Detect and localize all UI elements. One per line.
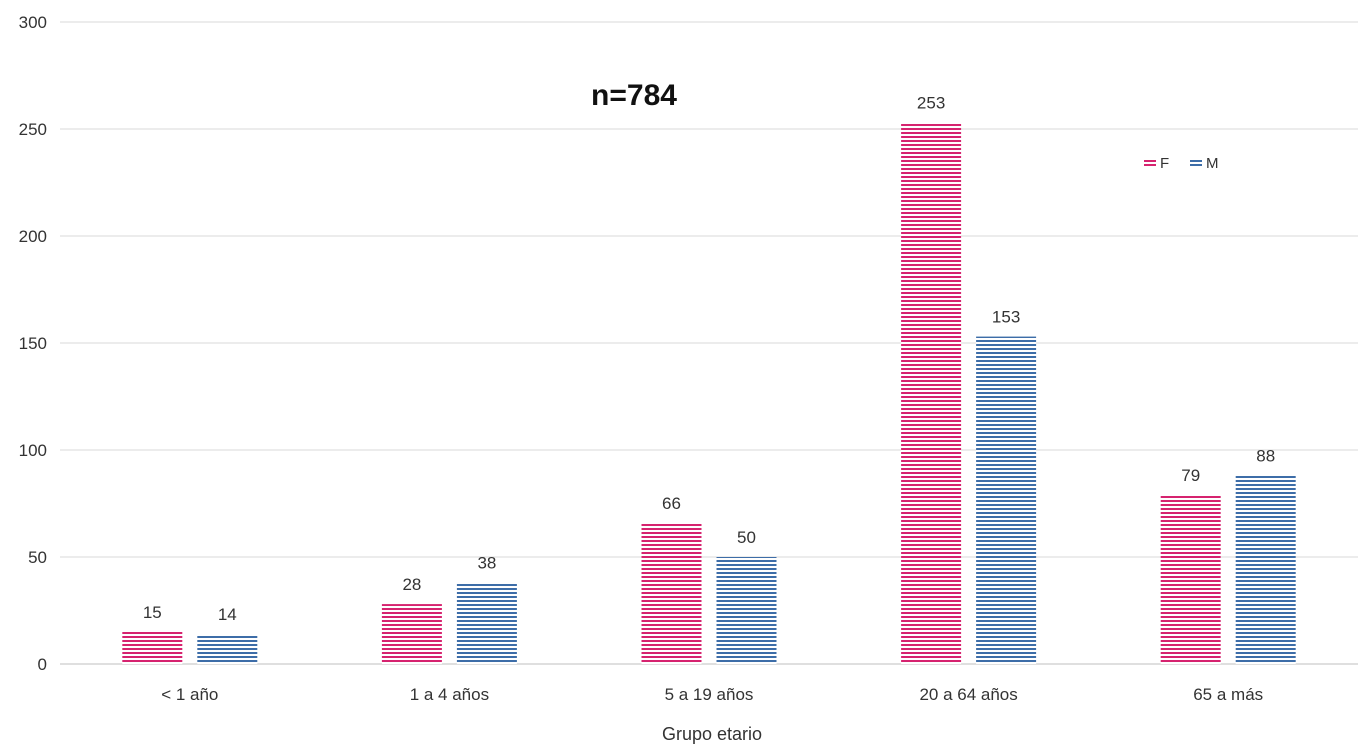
y-tick-label: 300 bbox=[19, 13, 47, 32]
bar-f bbox=[901, 122, 962, 664]
y-tick-label: 100 bbox=[19, 441, 47, 460]
legend-swatch-f bbox=[1144, 158, 1156, 168]
y-axis-ticks: 0 50 100 150 200 250 300 bbox=[19, 13, 47, 674]
chart-title: n=784 bbox=[591, 79, 677, 112]
x-tick-label: 5 a 19 años bbox=[665, 685, 754, 704]
x-tick-label: 65 a más bbox=[1193, 685, 1263, 704]
y-tick-label: 250 bbox=[19, 120, 47, 139]
y-tick-label: 200 bbox=[19, 227, 47, 246]
data-label: 28 bbox=[402, 575, 421, 594]
data-label: 50 bbox=[737, 528, 756, 547]
data-label: 88 bbox=[1256, 447, 1275, 466]
bar-m bbox=[456, 582, 517, 664]
bar-m bbox=[716, 557, 777, 664]
y-tick-label: 50 bbox=[28, 548, 47, 567]
data-label: 79 bbox=[1181, 466, 1200, 485]
bar-f bbox=[381, 604, 442, 664]
data-label: 38 bbox=[477, 554, 496, 573]
y-tick-label: 150 bbox=[19, 334, 47, 353]
data-label: 66 bbox=[662, 494, 681, 513]
bars bbox=[122, 122, 1296, 664]
data-label: 253 bbox=[917, 94, 945, 113]
x-tick-label: < 1 año bbox=[161, 685, 218, 704]
legend-label-f: F bbox=[1160, 155, 1169, 172]
x-axis-ticks: < 1 año 1 a 4 años 5 a 19 años 20 a 64 años… bbox=[161, 685, 1263, 704]
y-tick-label: 0 bbox=[38, 655, 47, 674]
gridlines bbox=[60, 21, 1358, 665]
data-label: 15 bbox=[143, 603, 162, 622]
data-labels: 15 14 28 38 66 50 253 153 79 88 bbox=[143, 94, 1275, 624]
bar-m bbox=[197, 634, 258, 664]
x-tick-label: 20 a 64 años bbox=[919, 685, 1017, 704]
bar-f bbox=[1160, 494, 1221, 664]
x-tick-label: 1 a 4 años bbox=[410, 685, 489, 704]
data-label: 153 bbox=[992, 308, 1020, 327]
bar-m bbox=[976, 336, 1037, 664]
bar-f bbox=[641, 522, 702, 664]
bar-m bbox=[1235, 475, 1296, 664]
bar-f bbox=[122, 631, 183, 664]
legend-swatch-m bbox=[1190, 158, 1202, 168]
data-label: 14 bbox=[218, 605, 237, 624]
x-axis-title: Grupo etario bbox=[662, 724, 762, 744]
legend-label-m: M bbox=[1206, 155, 1219, 172]
